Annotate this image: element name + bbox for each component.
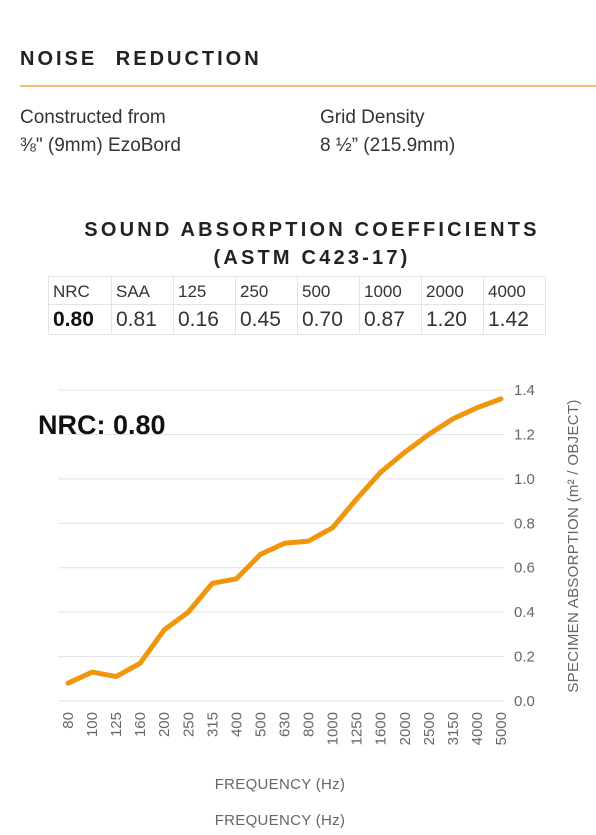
x-tick-label: 2500 bbox=[421, 712, 438, 745]
x-tick-label: 500 bbox=[252, 712, 269, 737]
table-title: SOUND ABSORPTION COEFFICIENTS bbox=[84, 219, 540, 241]
table-value-cell: 0.87 bbox=[359, 304, 422, 335]
y-tick-label: 0.2 bbox=[514, 649, 535, 666]
x-tick-label: 1250 bbox=[349, 712, 366, 745]
table-header-cell: SAA bbox=[111, 276, 174, 305]
x-tick-label: 800 bbox=[301, 712, 318, 737]
x-tick-label: 125 bbox=[108, 712, 125, 737]
nrc-callout: NRC: 0.80 bbox=[38, 410, 166, 440]
construction-label: Constructed from bbox=[20, 107, 166, 128]
table-subtitle: (ASTM C423-17) bbox=[213, 247, 411, 269]
x-tick-label: 100 bbox=[84, 712, 101, 737]
x-tick-label: 80 bbox=[60, 712, 77, 729]
x-tick-label: 3150 bbox=[445, 712, 462, 745]
x-axis-title: FREQUENCY (Hz) bbox=[214, 776, 346, 793]
x-tick-label: 315 bbox=[204, 712, 221, 737]
section-divider bbox=[20, 85, 596, 87]
table-header-cell: 500 bbox=[297, 276, 360, 305]
table-value-cell: 0.45 bbox=[235, 304, 298, 335]
x-tick-label: 5000 bbox=[493, 712, 510, 745]
table-value-cell: 0.70 bbox=[297, 304, 360, 335]
y-axis-title: SPECIMEN ABSORPTION (m² / OBJECT) bbox=[565, 399, 582, 692]
x-tick-label: 1600 bbox=[373, 712, 390, 745]
y-tick-label: 1.2 bbox=[514, 426, 535, 443]
x-axis-title-repeat: FREQUENCY (Hz) bbox=[214, 812, 346, 829]
table-value-row: 0.80 0.81 0.16 0.45 0.70 0.87 1.20 1.42 bbox=[48, 304, 546, 335]
table-value-cell: 1.42 bbox=[483, 304, 546, 335]
y-tick-label: 0.0 bbox=[514, 693, 535, 710]
y-tick-label: 0.4 bbox=[514, 604, 535, 621]
absorption-series-line bbox=[65, 396, 504, 686]
x-tick-label: 400 bbox=[228, 712, 245, 737]
table-value-cell: 1.20 bbox=[421, 304, 484, 335]
table-value-cell: 0.80 bbox=[48, 304, 112, 335]
y-tick-label: 1.0 bbox=[514, 471, 535, 488]
table-value-cell: 0.81 bbox=[111, 304, 174, 335]
grid-density-label: Grid Density bbox=[320, 107, 425, 128]
table-header-row: NRC SAA 125 250 500 1000 2000 4000 bbox=[48, 276, 546, 305]
table-header-cell: 4000 bbox=[483, 276, 546, 305]
x-tick-label: 4000 bbox=[469, 712, 486, 745]
construction-value: ⅜" (9mm) EzoBord bbox=[20, 135, 181, 156]
table-header-cell: 2000 bbox=[421, 276, 484, 305]
grid-density-value: 8 ½” (215.9mm) bbox=[320, 135, 456, 156]
table-header-cell: 1000 bbox=[359, 276, 422, 305]
y-tick-label: 0.8 bbox=[514, 515, 535, 532]
x-tick-label: 160 bbox=[132, 712, 149, 737]
grid-density-spec: Grid Density 8 ½” (215.9mm) bbox=[320, 104, 455, 160]
construction-spec: Constructed from ⅜" (9mm) EzoBord bbox=[20, 104, 181, 160]
section-title: NOISE REDUCTION bbox=[20, 48, 262, 70]
y-tick-label: 1.4 bbox=[514, 382, 535, 399]
x-tick-label: 630 bbox=[277, 712, 294, 737]
x-tick-label: 2000 bbox=[397, 712, 414, 745]
coefficient-table: NRC SAA 125 250 500 1000 2000 4000 0.80 … bbox=[48, 276, 546, 335]
x-tick-label: 250 bbox=[180, 712, 197, 737]
x-tick-label: 1000 bbox=[325, 712, 342, 745]
x-tick-label: 200 bbox=[156, 712, 173, 737]
y-tick-label: 0.6 bbox=[514, 560, 535, 577]
